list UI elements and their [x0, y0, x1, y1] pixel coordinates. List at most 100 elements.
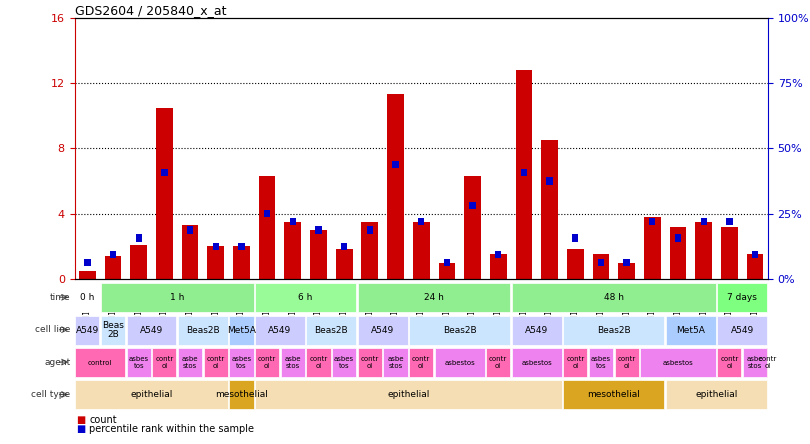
Text: contr
ol: contr ol: [489, 356, 507, 369]
FancyBboxPatch shape: [409, 348, 433, 377]
Bar: [156, 107, 173, 279]
Text: Met5A: Met5A: [227, 325, 256, 335]
Bar: [670, 226, 686, 279]
Bar: [521, 169, 527, 176]
Text: contr
ol: contr ol: [617, 356, 636, 369]
FancyBboxPatch shape: [332, 348, 356, 377]
Text: cell type: cell type: [32, 390, 70, 399]
FancyBboxPatch shape: [718, 283, 767, 312]
Text: contr
ol: contr ol: [360, 356, 379, 369]
FancyBboxPatch shape: [75, 381, 228, 409]
Text: epithelial: epithelial: [695, 390, 738, 400]
Bar: [649, 218, 655, 226]
Text: asbes
tos: asbes tos: [334, 356, 354, 369]
FancyBboxPatch shape: [358, 283, 510, 312]
Bar: [341, 242, 347, 250]
FancyBboxPatch shape: [718, 316, 767, 345]
Text: epithelial: epithelial: [387, 390, 429, 400]
FancyBboxPatch shape: [563, 348, 587, 377]
Bar: [367, 226, 373, 234]
Text: A549: A549: [140, 325, 163, 335]
Bar: [752, 251, 758, 258]
FancyBboxPatch shape: [589, 348, 613, 377]
Text: Beas2B: Beas2B: [314, 325, 348, 335]
FancyBboxPatch shape: [101, 316, 125, 345]
Bar: [238, 242, 245, 250]
Bar: [392, 161, 399, 168]
FancyBboxPatch shape: [75, 283, 100, 312]
Text: contr
ol: contr ol: [720, 356, 739, 369]
FancyBboxPatch shape: [640, 348, 716, 377]
Text: asbe
stos: asbe stos: [284, 356, 301, 369]
Text: time: time: [50, 293, 70, 302]
FancyBboxPatch shape: [203, 348, 228, 377]
FancyBboxPatch shape: [512, 316, 561, 345]
Bar: [413, 222, 429, 279]
Bar: [695, 222, 712, 279]
Text: Met5A: Met5A: [676, 325, 706, 335]
Bar: [84, 259, 91, 266]
Bar: [187, 226, 194, 234]
FancyBboxPatch shape: [358, 348, 382, 377]
Text: ■: ■: [76, 424, 85, 434]
FancyBboxPatch shape: [306, 348, 330, 377]
FancyBboxPatch shape: [563, 381, 664, 409]
Text: 1 h: 1 h: [170, 293, 185, 302]
FancyBboxPatch shape: [306, 316, 356, 345]
Bar: [181, 225, 198, 279]
Bar: [264, 210, 271, 217]
Bar: [130, 245, 147, 279]
FancyBboxPatch shape: [101, 283, 254, 312]
Text: 0 h: 0 h: [80, 293, 95, 302]
Bar: [336, 250, 352, 279]
Bar: [727, 218, 732, 226]
Text: percentile rank within the sample: percentile rank within the sample: [89, 424, 254, 434]
FancyBboxPatch shape: [358, 316, 407, 345]
Text: Beas
2B: Beas 2B: [102, 321, 124, 340]
Text: contr
ol: contr ol: [566, 356, 584, 369]
Text: A549: A549: [76, 325, 99, 335]
Text: A549: A549: [371, 325, 394, 335]
FancyBboxPatch shape: [75, 316, 100, 345]
FancyBboxPatch shape: [512, 348, 561, 377]
FancyBboxPatch shape: [281, 348, 305, 377]
Text: asbes
tos: asbes tos: [232, 356, 251, 369]
Bar: [721, 226, 738, 279]
Bar: [284, 222, 301, 279]
Text: Beas2B: Beas2B: [443, 325, 476, 335]
Bar: [701, 218, 707, 226]
Text: mesothelial: mesothelial: [587, 390, 640, 400]
FancyBboxPatch shape: [229, 381, 254, 409]
Bar: [618, 262, 635, 279]
Text: count: count: [89, 415, 117, 425]
FancyBboxPatch shape: [255, 348, 279, 377]
Text: A549: A549: [525, 325, 548, 335]
Text: 7 days: 7 days: [727, 293, 757, 302]
Bar: [387, 95, 404, 279]
FancyBboxPatch shape: [718, 348, 741, 377]
Bar: [644, 217, 661, 279]
Text: asbes
tos: asbes tos: [591, 356, 611, 369]
Text: asbe
stos: asbe stos: [747, 356, 763, 369]
Bar: [361, 222, 378, 279]
Text: A549: A549: [268, 325, 292, 335]
Text: agent: agent: [45, 357, 70, 367]
Text: cell line: cell line: [35, 325, 70, 334]
Bar: [207, 246, 224, 279]
Text: contr
ol: contr ol: [309, 356, 327, 369]
FancyBboxPatch shape: [255, 283, 356, 312]
Bar: [104, 256, 122, 279]
Text: contr
ol: contr ol: [759, 356, 777, 369]
Bar: [290, 218, 296, 226]
Bar: [747, 254, 763, 279]
FancyBboxPatch shape: [383, 348, 407, 377]
FancyBboxPatch shape: [178, 316, 228, 345]
FancyBboxPatch shape: [75, 348, 125, 377]
Bar: [212, 242, 219, 250]
Bar: [469, 202, 475, 209]
FancyBboxPatch shape: [126, 316, 177, 345]
Text: asbestos: asbestos: [522, 360, 552, 365]
Text: contr
ol: contr ol: [412, 356, 430, 369]
FancyBboxPatch shape: [666, 381, 767, 409]
Bar: [547, 177, 552, 185]
